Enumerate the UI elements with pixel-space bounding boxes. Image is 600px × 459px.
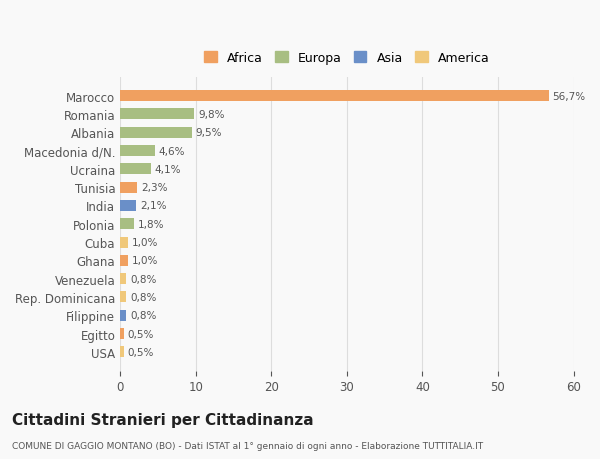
Bar [120,91,548,102]
Text: 0,5%: 0,5% [128,329,154,339]
Text: 4,6%: 4,6% [158,146,185,156]
Bar [120,201,136,212]
Bar [120,237,128,248]
Bar [120,274,126,285]
Text: 1,0%: 1,0% [131,256,158,266]
Bar [120,255,128,266]
Text: 56,7%: 56,7% [553,91,586,101]
Bar [120,109,194,120]
Text: 0,8%: 0,8% [130,274,157,284]
Text: 1,8%: 1,8% [137,219,164,229]
Text: 0,8%: 0,8% [130,311,157,320]
Bar [120,182,137,193]
Text: 2,3%: 2,3% [141,183,168,193]
Text: 4,1%: 4,1% [155,164,181,174]
Bar [120,310,126,321]
Bar [120,347,124,358]
Bar [120,164,151,175]
Bar [120,328,124,339]
Text: 0,8%: 0,8% [130,292,157,302]
Legend: Africa, Europa, Asia, America: Africa, Europa, Asia, America [198,46,496,71]
Text: 0,5%: 0,5% [128,347,154,357]
Text: 9,5%: 9,5% [196,128,222,138]
Text: COMUNE DI GAGGIO MONTANO (BO) - Dati ISTAT al 1° gennaio di ogni anno - Elaboraz: COMUNE DI GAGGIO MONTANO (BO) - Dati IST… [12,441,483,450]
Text: 2,1%: 2,1% [140,201,166,211]
Bar [120,146,155,157]
Bar [120,219,134,230]
Text: Cittadini Stranieri per Cittadinanza: Cittadini Stranieri per Cittadinanza [12,412,314,427]
Text: 9,8%: 9,8% [198,110,224,120]
Bar [120,128,192,139]
Bar [120,292,126,303]
Text: 1,0%: 1,0% [131,237,158,247]
